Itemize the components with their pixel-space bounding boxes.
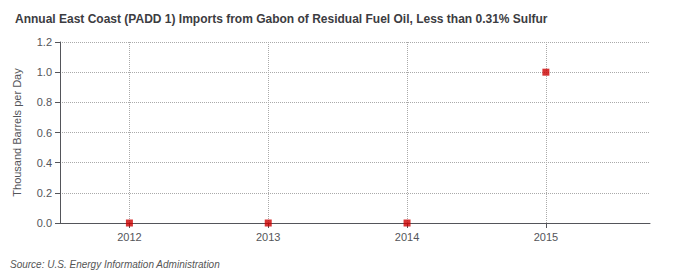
svg-text:Source: U.S. Energy Informatio: Source: U.S. Energy Information Administ… — [10, 259, 220, 270]
svg-text:2013: 2013 — [256, 231, 280, 243]
svg-text:2012: 2012 — [117, 231, 141, 243]
svg-text:0.6: 0.6 — [37, 127, 52, 139]
svg-text:0.2: 0.2 — [37, 187, 52, 199]
svg-text:0.4: 0.4 — [37, 157, 52, 169]
svg-text:2014: 2014 — [395, 231, 419, 243]
svg-text:1.2: 1.2 — [37, 36, 52, 48]
svg-text:1.0: 1.0 — [37, 66, 52, 78]
svg-text:2015: 2015 — [534, 231, 558, 243]
svg-text:Annual East Coast (PADD 1) Imp: Annual East Coast (PADD 1) Imports from … — [15, 12, 548, 26]
svg-text:Thousand Barrels per Day: Thousand Barrels per Day — [11, 68, 23, 197]
svg-text:0.0: 0.0 — [37, 217, 52, 229]
svg-text:0.8: 0.8 — [37, 96, 52, 108]
